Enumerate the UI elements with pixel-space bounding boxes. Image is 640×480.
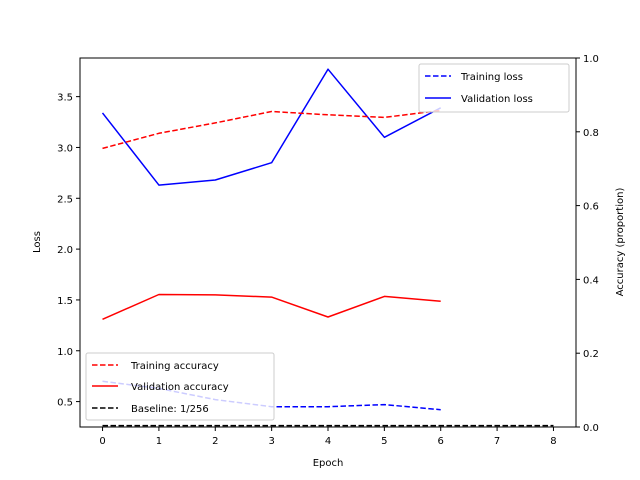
x-tick-label: 3	[268, 436, 274, 447]
y-axis-right-label: Accuracy (proportion)	[615, 188, 626, 297]
y-left-tick-label: 2.5	[57, 194, 73, 205]
y-right-tick-label: 0.2	[583, 349, 599, 360]
series-line-training-accuracy	[102, 109, 441, 150]
x-tick-label: 4	[325, 436, 331, 447]
y-axis-left-ticks: 0.5 1.0 1.5 2.0 2.5 3.0 3.5	[57, 93, 80, 409]
y-right-tick-label: 1.0	[583, 54, 599, 65]
x-tick-label: 6	[438, 436, 444, 447]
x-axis-ticks: 0 1 2 3 4 5 6 7 8	[99, 427, 557, 447]
y-axis-left-label: Loss	[32, 231, 43, 253]
y-right-tick-label: 0.6	[583, 202, 599, 213]
y-left-tick-label: 3.5	[57, 93, 73, 104]
y-left-tick-label: 1.5	[57, 296, 73, 307]
legend-accuracy-box	[85, 352, 275, 421]
y-left-tick-label: 2.0	[57, 245, 73, 256]
x-tick-label: 2	[212, 436, 218, 447]
y-right-tick-label: 0.0	[583, 423, 599, 434]
x-tick-label: 7	[494, 436, 500, 447]
y-axis-right-ticks: 0.0 0.2 0.4 0.6 0.8 1.0	[576, 54, 599, 434]
series-line-validation-loss	[101, 68, 442, 186]
legend-loss-box	[418, 63, 570, 113]
x-tick-label: 8	[550, 436, 556, 447]
y-right-tick-label: 0.8	[583, 128, 599, 139]
legend-training-loss-label: Training loss	[460, 72, 523, 83]
y-left-tick-label: 1.0	[57, 347, 73, 358]
y-left-tick-label: 3.0	[57, 143, 73, 154]
legend-training-accuracy-label: Training accuracy	[130, 361, 219, 372]
x-tick-label: 5	[381, 436, 387, 447]
legend-validation-loss-label: Validation loss	[461, 94, 533, 105]
legend-accuracy: Training accuracy Validation accuracy Ba…	[85, 352, 275, 421]
legend-validation-accuracy-label: Validation accuracy	[131, 382, 229, 393]
series-line-validation-accuracy	[102, 293, 441, 320]
x-tick-label: 0	[99, 436, 105, 447]
legend-baseline-label: Baseline: 1/256	[131, 404, 209, 415]
legend-loss: Training loss Validation loss	[418, 63, 570, 113]
x-axis-label: Epoch	[313, 458, 344, 469]
y-left-tick-label: 0.5	[57, 398, 73, 409]
x-tick-label: 1	[156, 436, 162, 447]
y-right-tick-label: 0.4	[583, 275, 599, 286]
